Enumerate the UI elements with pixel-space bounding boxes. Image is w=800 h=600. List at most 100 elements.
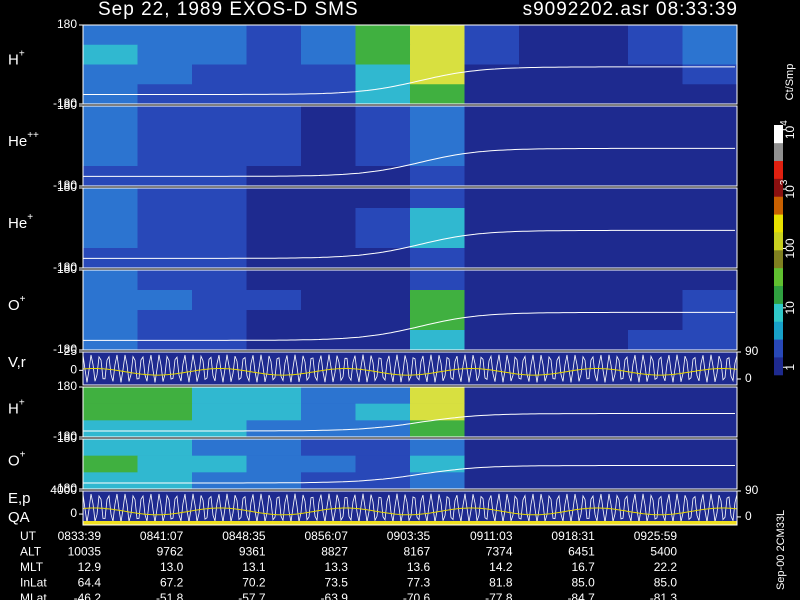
intensity-cell: [410, 44, 465, 65]
table-row-label: MLat: [20, 591, 47, 600]
intensity-cell: [410, 166, 465, 187]
table-cell: 81.8: [489, 576, 513, 590]
intensity-cell: [192, 146, 247, 167]
trace-line: [83, 311, 735, 341]
intensity-cell: [83, 310, 138, 331]
intensity-cell: [355, 330, 411, 351]
colorbar-swatch: [774, 214, 783, 233]
table-cell: 0911:03: [470, 529, 513, 543]
intensity-cell: [464, 228, 520, 249]
intensity-cell: [192, 44, 247, 65]
intensity-cell: [301, 84, 356, 105]
intensity-cell: [301, 420, 356, 438]
intensity-cell: [355, 188, 411, 209]
table-row-label: ALT: [20, 545, 42, 559]
intensity-cell: [192, 228, 247, 249]
intensity-cell: [137, 228, 193, 249]
intensity-cell: [301, 270, 356, 291]
intensity-cell: [682, 403, 738, 421]
intensity-cell: [410, 208, 465, 229]
intensity-cell: [682, 455, 738, 473]
intensity-cell: [628, 403, 683, 421]
table-cell: 12.9: [78, 560, 102, 574]
y-tick-label: -180: [53, 481, 77, 495]
intensity-cell: [682, 166, 738, 187]
intensity-cell: [410, 420, 465, 438]
table-cell: 0925:59: [634, 529, 678, 543]
intensity-cell: [192, 439, 247, 456]
intensity-cell: [682, 228, 738, 249]
intensity-cell: [355, 146, 411, 167]
intensity-cell: [464, 64, 520, 85]
intensity-cell: [355, 208, 411, 229]
panel-frame: [82, 187, 738, 269]
intensity-cell: [83, 188, 138, 209]
intensity-cell: [519, 228, 574, 249]
intensity-cell: [573, 310, 629, 331]
intensity-cell: [464, 330, 520, 351]
intensity-cell: [464, 420, 520, 438]
table-cell: 0841:07: [140, 529, 184, 543]
y-tick-label: 180: [57, 262, 77, 276]
intensity-cell: [573, 106, 629, 127]
intensity-cell: [137, 439, 193, 456]
intensity-cell: [628, 208, 683, 229]
intensity-cell: [137, 44, 193, 65]
table-cell: -57.7: [238, 591, 266, 600]
intensity-cell: [301, 290, 356, 311]
intensity-cell: [137, 25, 193, 46]
table-cell: 6451: [568, 545, 595, 559]
aux-line: [82, 368, 738, 376]
intensity-cell: [355, 420, 411, 438]
table-cell: 5400: [650, 545, 677, 559]
intensity-cell: [573, 290, 629, 311]
colorbar-tick-label: 104: [779, 120, 798, 139]
intensity-cell: [137, 64, 193, 85]
intensity-cell: [301, 166, 356, 187]
intensity-cell: [355, 248, 411, 269]
intensity-cell: [628, 455, 683, 473]
table-cell: -46.2: [74, 591, 102, 600]
panel-label: H+: [8, 397, 25, 417]
intensity-cell: [573, 403, 629, 421]
table-cell: -77.8: [485, 591, 513, 600]
colorbar-tick-label-base: 10: [783, 125, 797, 139]
panel-label-sup: +: [19, 48, 25, 59]
intensity-cell: [464, 439, 520, 456]
intensity-cell: [355, 126, 411, 147]
intensity-cell: [519, 208, 574, 229]
intensity-cell: [573, 330, 629, 351]
intensity-cell: [301, 455, 356, 473]
intensity-cell: [410, 25, 465, 46]
intensity-cell: [519, 403, 574, 421]
y-tick-label: 180: [57, 17, 77, 31]
intensity-cell: [301, 310, 356, 331]
intensity-cell: [301, 25, 356, 46]
table-cell: 8167: [403, 545, 430, 559]
trace-line: [83, 147, 735, 177]
panel-label-sup: +: [27, 212, 33, 223]
intensity-cell: [192, 290, 247, 311]
intensity-cell: [682, 126, 738, 147]
intensity-cell: [137, 310, 193, 331]
intensity-cell: [83, 126, 138, 147]
intensity-cell: [246, 188, 302, 209]
intensity-cell: [246, 64, 302, 85]
intensity-cell: [192, 64, 247, 85]
panel-frame: [82, 269, 738, 351]
table-row-label: UT: [20, 529, 37, 543]
table-row-label: MLT: [20, 560, 44, 574]
table-cell: 0848:35: [222, 529, 266, 543]
table-cell: -70.6: [403, 591, 431, 600]
intensity-cell: [246, 126, 302, 147]
colorbar-title: Ct/Smp: [784, 64, 796, 101]
table-cell: 0903:35: [387, 529, 431, 543]
colorbar-swatch: [774, 142, 783, 162]
intensity-cell: [628, 25, 683, 46]
intensity-cell: [301, 188, 356, 209]
panel-frame: [82, 490, 738, 526]
intensity-cell: [464, 106, 520, 127]
intensity-cell: [301, 403, 356, 421]
colorbar-swatch: [774, 267, 783, 287]
table-cell: 13.0: [160, 560, 184, 574]
